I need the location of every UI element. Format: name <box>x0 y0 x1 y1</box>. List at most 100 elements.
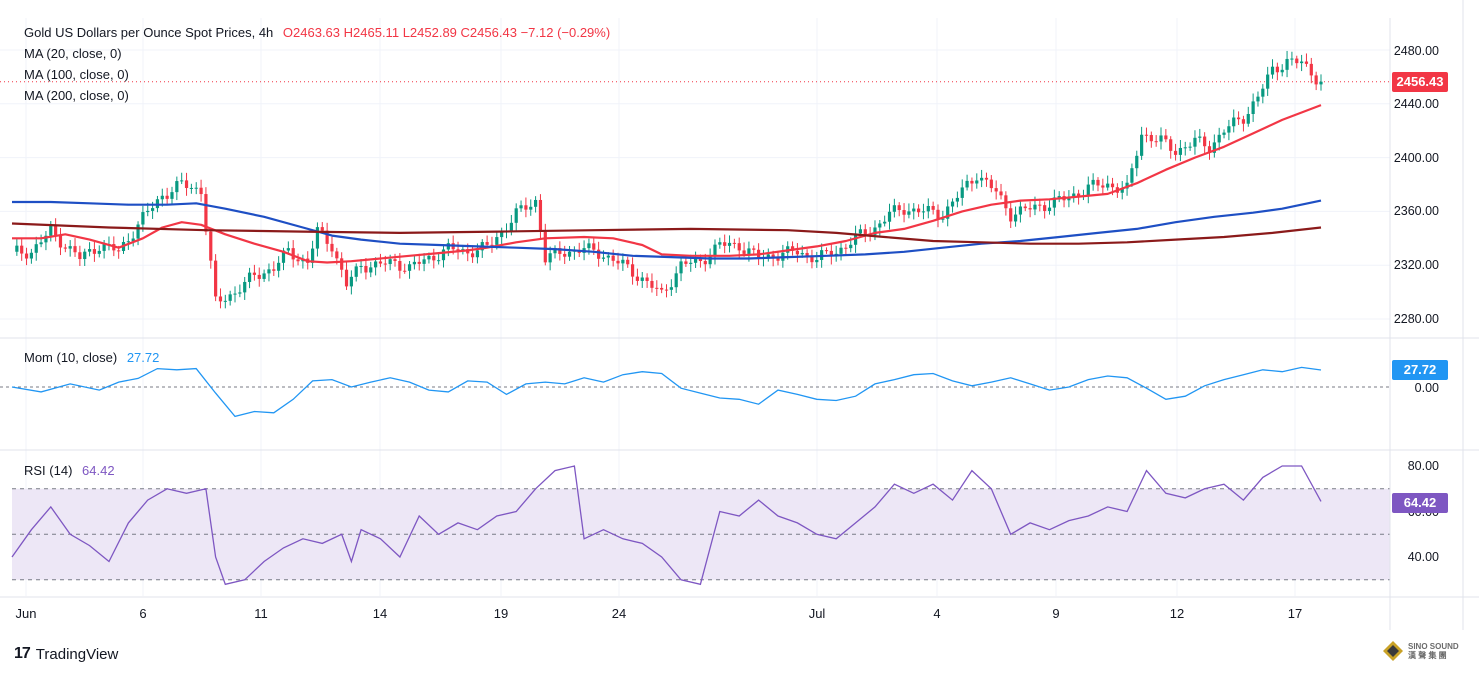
candle-body <box>218 296 223 302</box>
rsi-band <box>12 488 1390 581</box>
ma20-legend[interactable]: MA (20, close, 0) <box>24 46 122 61</box>
candle-body <box>1236 117 1241 120</box>
candle-body <box>655 287 659 289</box>
rsi-tick: 80.00 <box>1407 459 1439 473</box>
price-tick: 2440.00 <box>1393 97 1439 111</box>
ma200-legend[interactable]: MA (200, close, 0) <box>24 88 129 103</box>
date-tick: 17 <box>1287 606 1303 621</box>
candle-body <box>330 243 334 252</box>
candle-body <box>538 199 543 232</box>
candle-body <box>180 180 184 182</box>
candle-body <box>965 180 969 188</box>
candle-body <box>1135 155 1139 169</box>
candle-body <box>354 266 358 277</box>
date-tick: Jul <box>808 606 826 621</box>
price-tick: 2360.00 <box>1393 204 1439 218</box>
candle-body <box>970 180 974 184</box>
candle-body <box>766 254 770 259</box>
candle-body <box>1251 101 1255 115</box>
candle-body <box>955 197 959 202</box>
candle-body <box>1198 136 1202 138</box>
candle-body <box>126 241 130 243</box>
candle-body <box>723 242 727 246</box>
mom-tick: 0.00 <box>1414 381 1439 395</box>
tradingview-icon: 17 <box>14 645 31 662</box>
candle-body <box>243 281 247 293</box>
candle-body <box>883 221 887 224</box>
candle-body <box>315 227 320 249</box>
candle-body <box>737 243 741 251</box>
tradingview-logo[interactable]: 17 TradingView <box>14 645 118 663</box>
candle-body <box>587 243 591 249</box>
candle-body <box>437 260 441 262</box>
low-value: L2452.89 <box>402 25 457 40</box>
candle-body <box>873 227 877 235</box>
candle-body <box>950 201 955 207</box>
candle-body <box>606 255 610 258</box>
candle-body <box>689 262 693 264</box>
candle-body <box>296 259 300 262</box>
candle-body <box>1120 188 1124 193</box>
candle-body <box>839 247 843 254</box>
candle-body <box>917 208 921 213</box>
mom-series-line <box>11 366 1322 418</box>
candle-body <box>1018 206 1023 215</box>
candle-body <box>514 208 518 223</box>
candle-body <box>364 266 368 273</box>
candle-body <box>1280 69 1284 73</box>
candle-body <box>926 205 930 212</box>
rsi-legend[interactable]: RSI (14) 64.42 <box>24 463 115 479</box>
candle-body <box>800 252 804 255</box>
candle-body <box>1038 204 1042 206</box>
candle-body <box>267 269 271 274</box>
candle-body <box>20 245 24 254</box>
candle-body <box>907 211 911 215</box>
candle-body <box>912 208 916 212</box>
candle-body <box>131 238 135 242</box>
candle-body <box>1183 147 1187 149</box>
candle-body <box>1319 81 1323 85</box>
candle-body <box>141 212 145 225</box>
candle-body <box>1144 134 1149 136</box>
candle-body <box>68 246 72 249</box>
tradingview-label: TradingView <box>35 645 119 663</box>
momentum-line <box>11 366 1322 418</box>
candle-body <box>703 261 707 265</box>
candle-body <box>693 257 698 263</box>
candle-body <box>257 274 261 279</box>
candle-body <box>698 257 703 262</box>
rsi-series-line <box>11 465 1322 586</box>
candle-body <box>732 242 736 244</box>
candle-body <box>1076 193 1081 197</box>
candle-body <box>810 255 814 263</box>
candle-body <box>1256 96 1260 102</box>
candle-body <box>553 248 557 254</box>
candle-body <box>427 255 431 260</box>
candle-body <box>378 261 383 264</box>
candle-body <box>941 218 945 220</box>
mom-legend[interactable]: Mom (10, close) 27.72 <box>24 350 159 366</box>
candle-body <box>611 255 615 261</box>
candle-body <box>393 259 397 262</box>
candle-body <box>534 199 538 207</box>
candle-body <box>39 242 43 245</box>
candle-body <box>1052 197 1056 208</box>
candle-body <box>73 246 77 253</box>
candle-body <box>776 258 780 261</box>
candle-body <box>291 248 295 260</box>
candle-body <box>1091 179 1095 185</box>
candle-body <box>441 249 446 261</box>
candle-body <box>325 230 329 244</box>
candle-body <box>824 250 829 252</box>
candle-body <box>184 180 189 189</box>
candle-body <box>92 249 97 254</box>
ma200-line <box>11 222 1322 245</box>
candle-body <box>897 205 901 211</box>
candle-body <box>247 272 252 282</box>
candle-body <box>199 187 203 195</box>
candle-body <box>310 248 315 263</box>
candle-body <box>1304 61 1309 64</box>
ma100-legend[interactable]: MA (100, close, 0) <box>24 67 129 82</box>
candle-body <box>543 231 547 263</box>
